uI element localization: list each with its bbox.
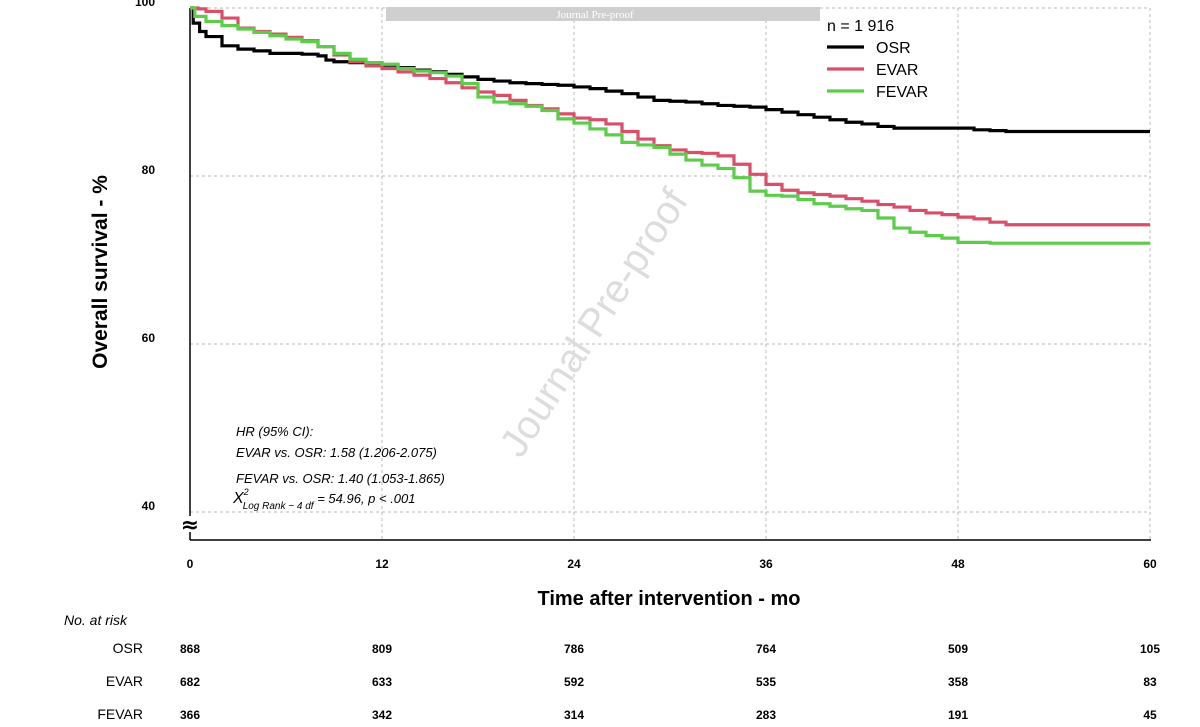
risk-table-title: No. at risk [64, 612, 128, 628]
x-tick-label: 24 [567, 557, 581, 571]
annotation-evar-hr: EVAR vs. OSR: 1.58 (1.206-2.075) [236, 445, 437, 460]
grid [190, 7, 1151, 540]
annotation-hr-title: HR (95% CI): [236, 424, 314, 439]
risk-cell: 786 [564, 642, 584, 656]
x-tick-label: 36 [759, 557, 773, 571]
x-axis-title: Time after intervention - mo [537, 588, 800, 610]
y-tick-label: 100 [135, 0, 155, 9]
chi-symbol: X [232, 490, 245, 507]
risk-cell: 283 [756, 708, 776, 722]
risk-table: OSR 868 809 786 764 509 105 EVAR 682 633 592 535 358… [97, 640, 1160, 722]
series-line-fevar [190, 6, 1150, 245]
risk-cell: 45 [1143, 708, 1157, 722]
risk-row-label-fevar: FEVAR [97, 706, 143, 722]
y-tick-label: 40 [142, 499, 156, 513]
risk-cell: 592 [564, 675, 584, 689]
legend-label-evar: EVAR [876, 62, 918, 79]
chi-subscript: Log Rank − 4 df [243, 501, 315, 512]
risk-cell: 191 [948, 708, 968, 722]
risk-cell: 682 [180, 675, 200, 689]
risk-cell: 342 [372, 708, 392, 722]
watermark: Journal Pre-proof [491, 181, 697, 465]
legend-label-osr: OSR [876, 40, 911, 57]
risk-cell: 366 [180, 708, 200, 722]
x-tick-label: 60 [1143, 557, 1157, 571]
banner-text: Journal Pre-proof [556, 9, 634, 21]
series-line-osr [190, 6, 1150, 134]
x-tick-label: 48 [951, 557, 965, 571]
tick-group: 0 12 24 36 48 60 40 60 80 100 [135, 0, 1157, 571]
annotation-logrank: X2 Log Rank − 4 df = 54.96, p < .001 [232, 487, 416, 512]
risk-cell: 809 [372, 642, 392, 656]
risk-cell: 868 [180, 642, 200, 656]
chi-superscript: 2 [243, 487, 249, 497]
y-tick-label: 80 [142, 163, 156, 177]
hr-annotation: HR (95% CI): EVAR vs. OSR: 1.58 (1.206-2… [232, 424, 445, 512]
annotation-fevar-hr: FEVAR vs. OSR: 1.40 (1.053-1.865) [236, 471, 445, 486]
risk-row-label-osr: OSR [113, 640, 143, 656]
y-axis-break: ≈ [181, 513, 199, 538]
risk-cell: 83 [1143, 675, 1157, 689]
risk-row-label-evar: EVAR [106, 673, 143, 689]
risk-cell: 509 [948, 642, 968, 656]
risk-cell: 633 [372, 675, 392, 689]
chi-value: = 54.96, p < .001 [314, 491, 416, 506]
legend-title: n = 1 916 [827, 18, 894, 35]
risk-cell: 314 [564, 708, 584, 722]
banner-bar [386, 7, 820, 21]
x-tick-label: 12 [375, 557, 389, 571]
risk-cell: 764 [756, 642, 776, 656]
risk-cell: 535 [756, 675, 776, 689]
y-axis-title: Overall survival - % [89, 175, 112, 369]
risk-cell: 105 [1140, 642, 1160, 656]
y-tick-label: 60 [142, 331, 156, 345]
x-tick-label: 0 [187, 557, 194, 571]
series-group [190, 6, 1150, 245]
risk-cell: 358 [948, 675, 968, 689]
legend: n = 1 916 OSR EVAR FEVAR [827, 18, 928, 101]
legend-label-fevar: FEVAR [876, 84, 928, 101]
